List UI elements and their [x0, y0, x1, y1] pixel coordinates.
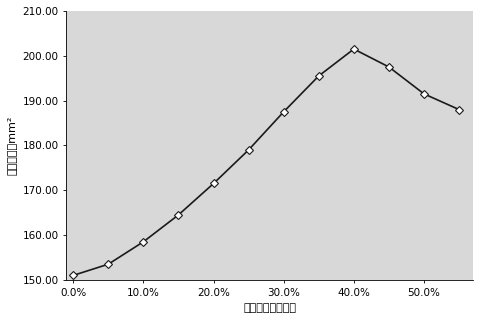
- Y-axis label: 锅浆面积，mm²: 锅浆面积，mm²: [7, 116, 17, 175]
- X-axis label: 氧化锅质量百分数: 氧化锅质量百分数: [243, 303, 296, 313]
